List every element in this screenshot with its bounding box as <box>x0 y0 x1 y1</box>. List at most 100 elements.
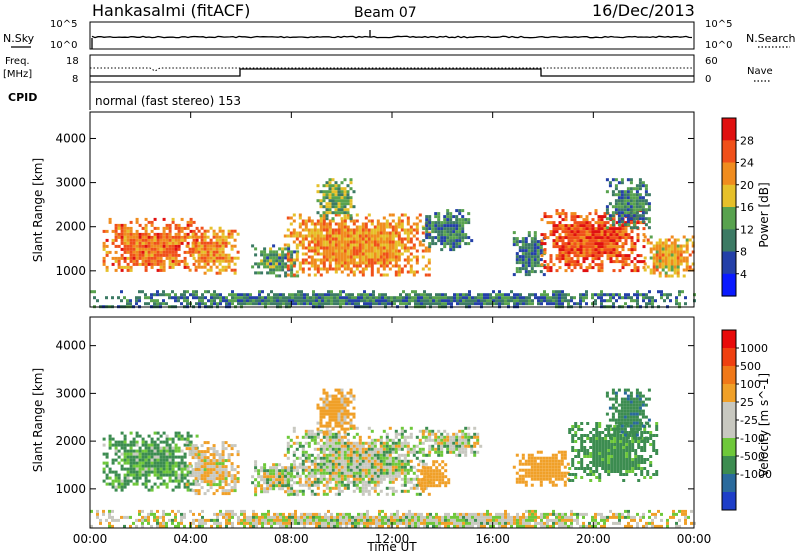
power-cell <box>165 238 169 242</box>
velocity-cell <box>443 441 447 445</box>
power-cell <box>269 268 273 272</box>
velocity-cell <box>218 486 222 490</box>
power-cell <box>252 299 255 303</box>
power-ytick-label: 1000 <box>55 264 86 278</box>
velocity-cell <box>111 437 115 441</box>
power-cell <box>313 249 317 253</box>
velocity-cell <box>343 441 347 445</box>
power-cell <box>331 196 335 200</box>
velocity-cell <box>260 478 264 482</box>
velocity-cell <box>337 480 341 484</box>
velocity-cell <box>215 462 219 466</box>
velocity-cell <box>218 471 222 475</box>
power-cell <box>348 302 351 306</box>
power-cell <box>186 235 190 239</box>
power-cell <box>611 193 615 197</box>
power-cell <box>322 246 326 250</box>
power-cell <box>298 243 302 247</box>
power-cell <box>278 247 282 251</box>
power-cell <box>549 233 553 237</box>
power-cell <box>588 266 592 270</box>
power-cell <box>165 247 169 251</box>
power-region <box>185 226 240 275</box>
power-cell <box>209 244 213 248</box>
velocity-cell <box>206 489 210 493</box>
power-cell <box>576 302 579 306</box>
velocity-cell <box>467 435 471 439</box>
power-cell <box>512 273 516 277</box>
power-cell <box>328 231 332 235</box>
power-cell <box>111 238 115 242</box>
power-cell <box>434 215 438 219</box>
velocity-cell <box>473 444 477 448</box>
power-cell <box>370 234 374 238</box>
power-cell <box>443 218 447 222</box>
velocity-cell <box>289 444 293 448</box>
power-cell <box>576 251 580 255</box>
power-cell <box>319 219 323 223</box>
power-cell <box>123 296 126 300</box>
velocity-cell <box>230 462 234 466</box>
power-cell <box>364 246 368 250</box>
power-cell <box>465 293 468 297</box>
velocity-cell <box>343 444 347 448</box>
velocity-cell <box>129 470 133 474</box>
power-cell <box>209 247 213 251</box>
velocity-cell <box>197 492 201 496</box>
power-cell <box>651 302 654 306</box>
velocity-cell <box>260 484 264 488</box>
power-cell <box>449 221 453 225</box>
power-cell <box>391 225 395 229</box>
power-cell <box>153 299 156 303</box>
velocity-cell <box>123 485 127 489</box>
velocity-cell <box>114 452 118 456</box>
power-cell <box>206 241 210 245</box>
power-cell <box>147 259 151 263</box>
power-cell <box>343 258 347 262</box>
power-cell <box>564 233 568 237</box>
power-cell <box>234 293 237 297</box>
power-cell <box>408 302 411 306</box>
velocity-cell <box>337 406 341 410</box>
velocity-cell <box>192 479 196 483</box>
power-cell <box>264 299 267 303</box>
power-cell <box>117 244 121 248</box>
velocity-cell <box>388 450 392 454</box>
power-cell <box>635 193 639 197</box>
power-cell <box>370 249 374 253</box>
velocity-cell <box>177 485 181 489</box>
velocity-cell <box>144 464 148 468</box>
power-cell <box>649 268 653 272</box>
power-cell <box>617 223 621 227</box>
power-cell <box>428 221 432 225</box>
power-cell <box>364 258 368 262</box>
velocity-cell <box>123 452 127 456</box>
velocity-cell <box>218 462 222 466</box>
velocity-cell <box>135 473 139 477</box>
power-cell <box>437 224 441 228</box>
power-cell <box>281 259 285 263</box>
power-cell <box>524 273 528 277</box>
power-cell <box>378 296 381 300</box>
velocity-cell <box>129 467 133 471</box>
power-cell <box>221 256 225 260</box>
velocity-cell <box>367 456 371 460</box>
velocity-cell <box>388 426 392 430</box>
power-cell <box>630 269 634 273</box>
power-cell <box>334 270 338 274</box>
power-cell <box>647 202 651 206</box>
power-cell <box>373 237 377 241</box>
velocity-cell <box>334 471 338 475</box>
power-cell <box>388 249 392 253</box>
power-cell <box>325 222 329 226</box>
velocity-cell <box>132 473 136 477</box>
velocity-cell <box>527 453 531 457</box>
velocity-cell <box>286 441 290 445</box>
power-cell <box>638 208 642 212</box>
velocity-cell <box>174 464 178 468</box>
power-cell <box>533 264 537 268</box>
velocity-cell <box>373 459 377 463</box>
power-cell <box>219 299 222 303</box>
velocity-cell <box>388 453 392 457</box>
power-cell <box>318 293 321 297</box>
